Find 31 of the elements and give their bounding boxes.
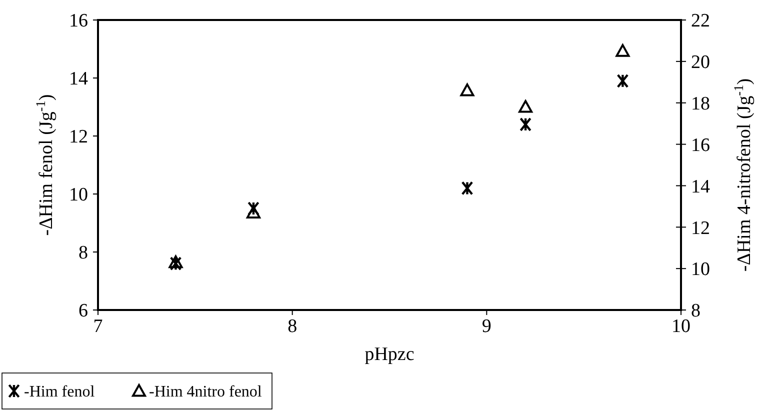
x-tick-label: 9 [482,316,492,337]
x-tick-label: 10 [672,316,690,337]
legend-label: -Him fenol [24,384,96,401]
y2-tick-label: 10 [691,259,710,280]
point [170,256,182,271]
x-tick-label: 7 [93,316,103,337]
point [616,74,629,88]
point [246,206,260,218]
y2-tick-label: 12 [691,218,710,239]
y-tick-label: 10 [69,184,88,206]
y2-tick-label: 16 [691,134,710,156]
point [520,117,532,132]
y2-tick-label: 14 [691,176,710,198]
x-tick-label: 8 [288,316,298,337]
point [518,100,533,113]
y-tick-label: 6 [78,300,88,322]
y2-tick-label: 20 [691,52,710,74]
y2-tick-label: 18 [691,94,710,115]
y2-tick-label: 22 [691,10,710,32]
point [460,83,474,96]
legend-label: -Him 4nitro fenol [149,384,262,401]
y-tick-label: 8 [78,242,88,264]
point [248,201,260,216]
x-axis-title: pHpzc [364,344,414,365]
y2-tick-label: 8 [691,300,700,322]
point [168,255,183,268]
point [616,44,630,57]
y-tick-label: 14 [69,68,88,90]
y-tick-label: 12 [69,126,88,148]
point [461,181,474,196]
y-tick-label: 16 [69,10,88,32]
